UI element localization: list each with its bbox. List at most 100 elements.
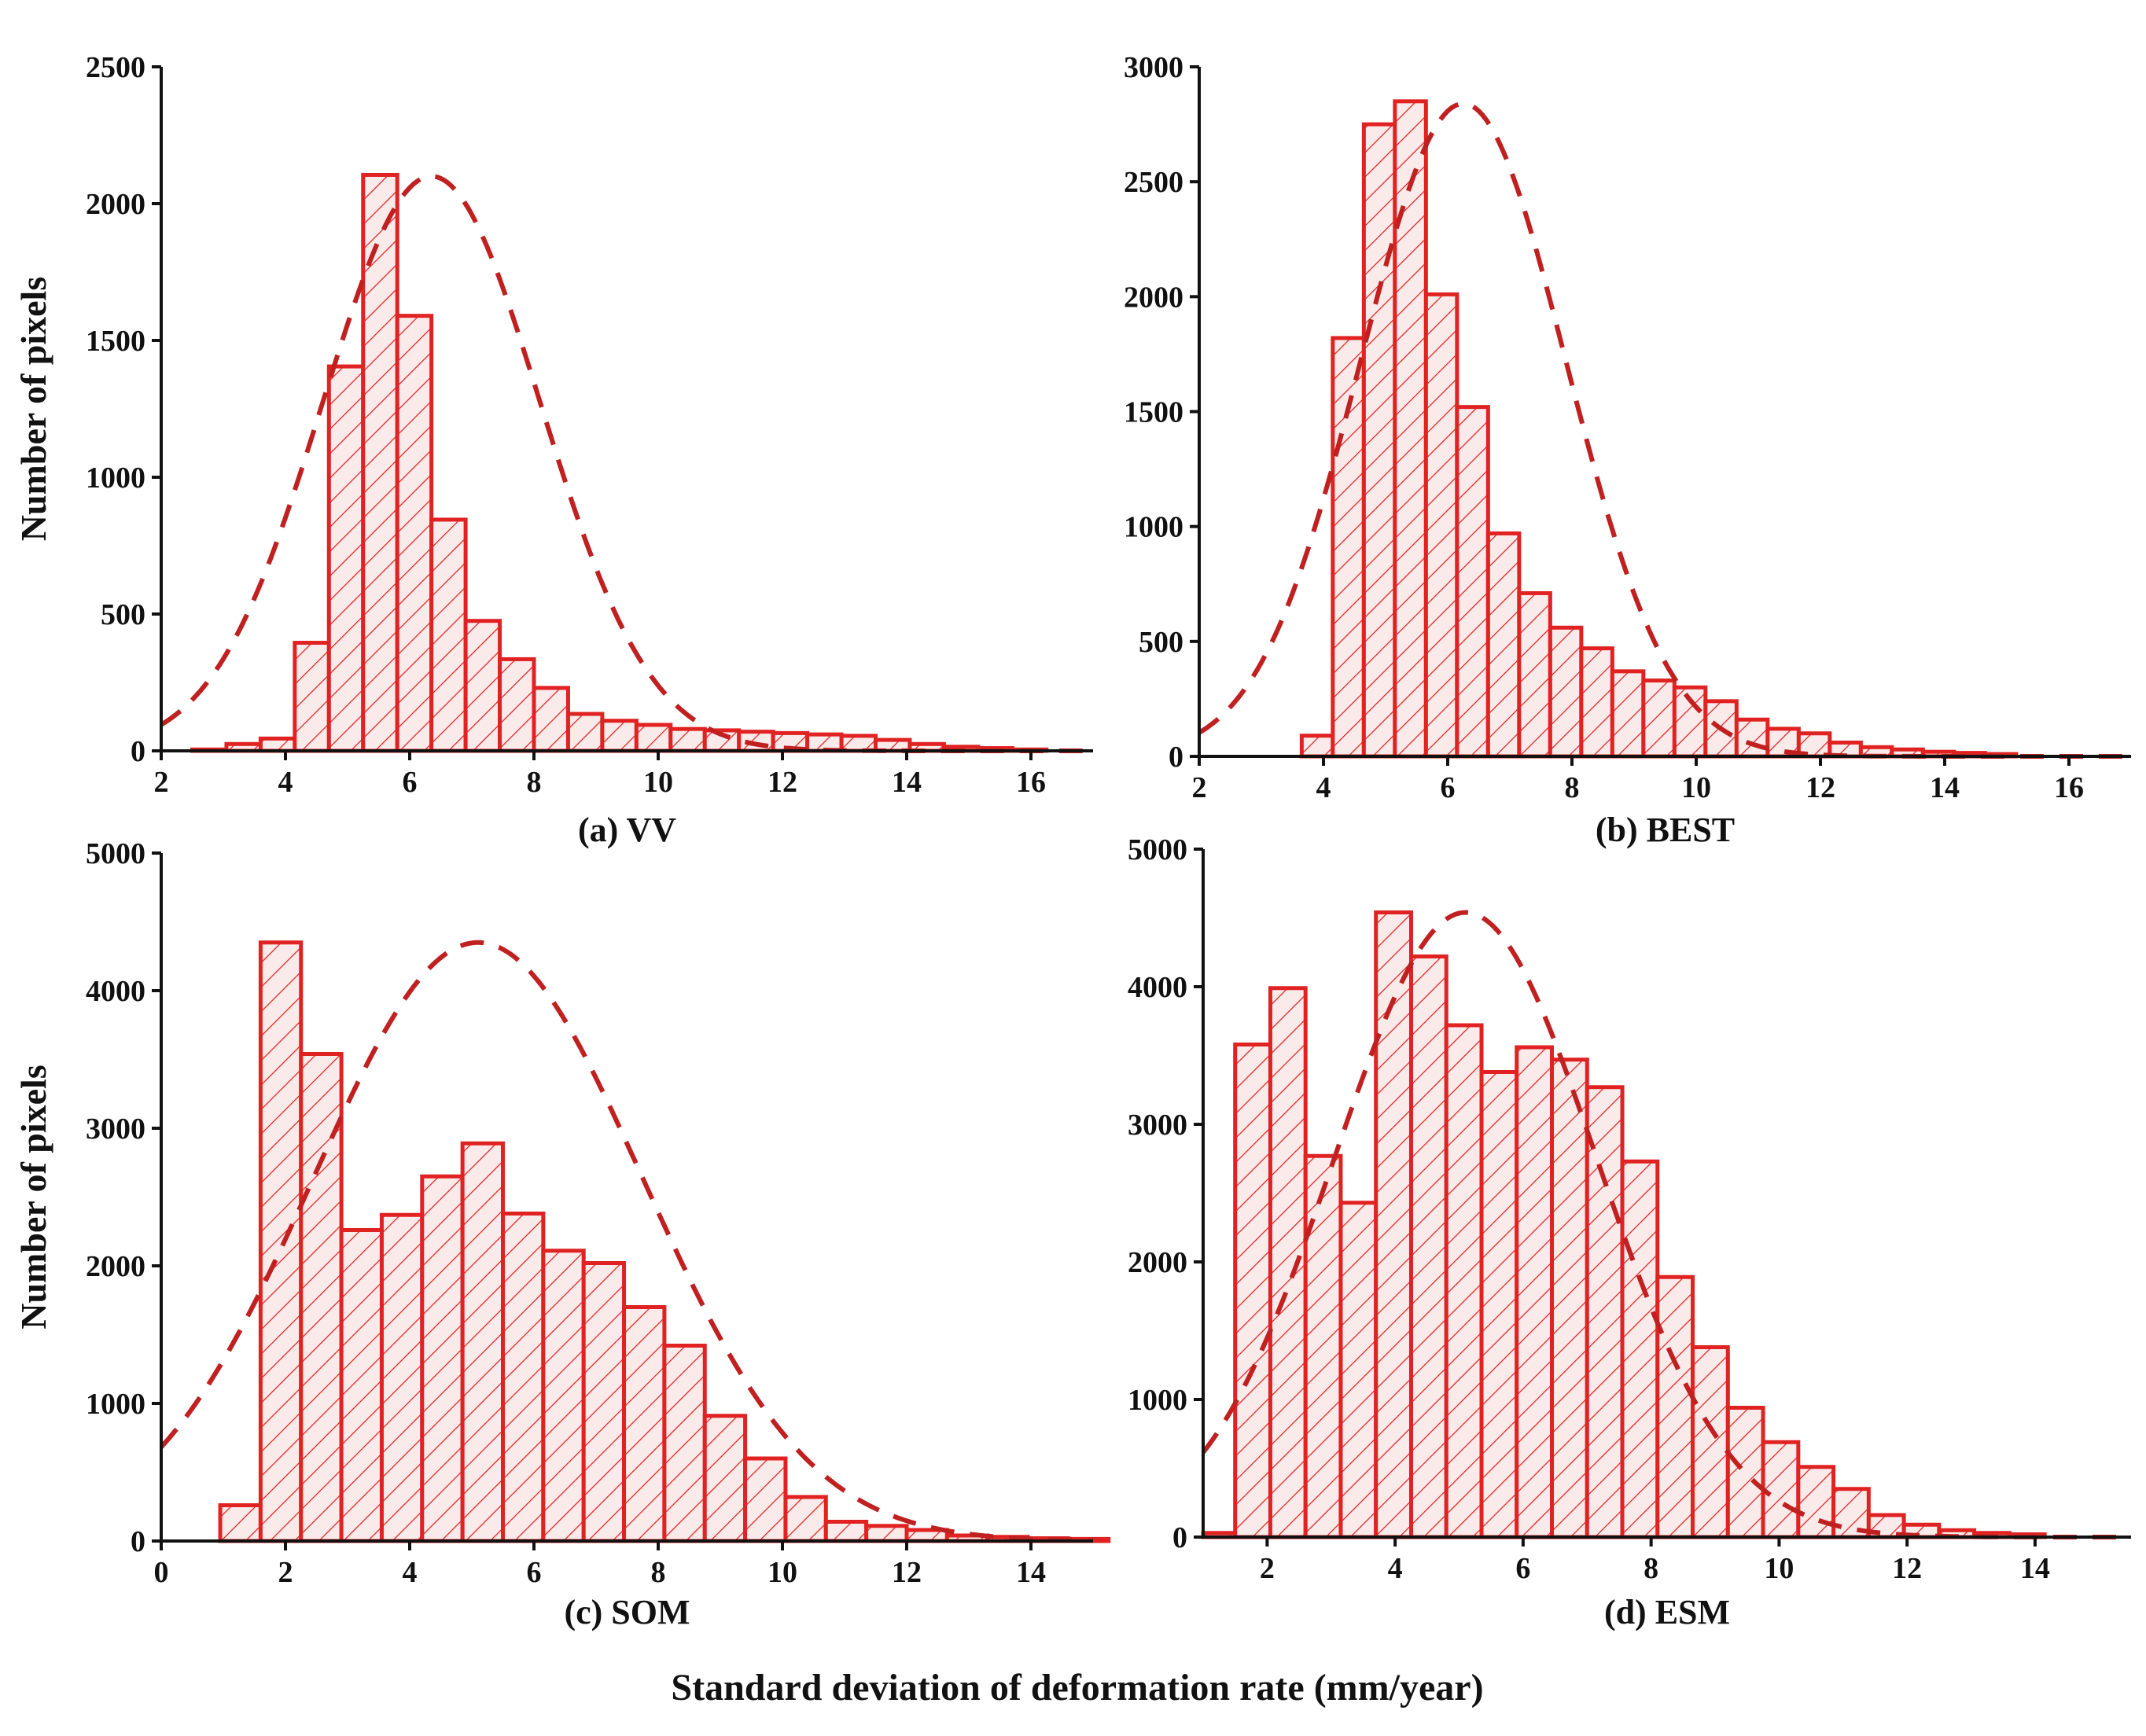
panel-caption: (d) ESM (1604, 1593, 1730, 1631)
y-tick-label: 500 (1139, 626, 1183, 659)
histogram-bar (1515, 1045, 1555, 1539)
histogram-bar (1455, 405, 1490, 759)
histogram-bar (361, 172, 399, 753)
x-tick-label: 12 (1892, 1552, 1922, 1585)
histogram-bar (1579, 646, 1614, 759)
histogram-bar (1620, 1159, 1660, 1539)
histogram-bar (565, 712, 605, 753)
histogram-bar (1444, 1023, 1484, 1539)
histogram-bar (293, 641, 331, 753)
histogram-bar (600, 719, 639, 753)
y-tick-label: 1000 (1128, 1384, 1187, 1417)
x-tick-label: 6 (1441, 771, 1456, 804)
x-tick-label: 16 (2054, 771, 2084, 804)
histogram-bar (1393, 99, 1428, 759)
histogram-bar (1691, 1345, 1730, 1539)
histogram-bar (1479, 1070, 1519, 1539)
panel-caption: (b) BEST (1596, 811, 1735, 849)
y-tick-label: 2000 (1128, 1246, 1187, 1279)
histogram-bar (702, 1414, 748, 1543)
histogram-bar (1655, 1274, 1695, 1539)
histogram-bar (1761, 1440, 1801, 1539)
histogram-bar (668, 726, 707, 753)
panel-b-best: 0 500 1000 1500 2000 2500 3000 2 4 6 8 10 12 14 16 (b) … (1124, 51, 2131, 849)
x-tick-label: 10 (1764, 1552, 1794, 1585)
histogram-bar (1548, 625, 1584, 759)
histogram-bar (541, 1249, 586, 1543)
x-tick-label: 14 (1930, 771, 1960, 804)
y-tick-label: 0 (1172, 1521, 1187, 1554)
y-tick-label: 2000 (86, 1250, 145, 1283)
histogram-bar (463, 619, 502, 753)
histogram-bar (1361, 122, 1397, 759)
histogram-bar (1550, 1057, 1589, 1539)
y-tick-label: 2500 (86, 51, 145, 84)
histogram-bar (258, 940, 304, 1543)
histogram-bar (420, 1174, 465, 1543)
histogram-bar (581, 1261, 627, 1543)
y-tick-label: 0 (131, 735, 145, 768)
histogram-bar (1338, 1201, 1379, 1539)
histogram-bar (1233, 1043, 1272, 1539)
y-axis-label: Number of pixels (13, 277, 53, 542)
histogram-bar (622, 1305, 667, 1543)
histogram-bar (395, 314, 434, 753)
y-tick-label: 3000 (86, 1113, 145, 1146)
x-tick-label: 4 (403, 1556, 418, 1589)
y-tick-label: 5000 (1128, 833, 1187, 866)
histogram-bar (1796, 1465, 1836, 1539)
histogram-bar (1408, 954, 1448, 1539)
histogram-bar (1303, 1153, 1343, 1539)
x-tick-label: 6 (403, 766, 418, 799)
y-tick-label: 2000 (86, 188, 145, 221)
histogram-bars (1201, 910, 2047, 1539)
histogram-bar (1485, 531, 1522, 759)
x-tick-label: 6 (1515, 1552, 1530, 1585)
x-tick-label: 2 (1260, 1552, 1275, 1585)
histogram-bar (737, 730, 775, 753)
x-tick-label: 8 (527, 766, 542, 799)
panel-caption: (c) SOM (564, 1593, 690, 1631)
x-tick-label: 8 (1565, 771, 1580, 804)
x-tick-label: 12 (1806, 771, 1835, 804)
y-tick-label: 1500 (1124, 396, 1183, 429)
normal-fit-curve (1198, 101, 2131, 759)
histogram-bar (662, 1344, 707, 1543)
x-tick-label: 14 (892, 766, 922, 799)
x-tick-label: 10 (767, 1556, 797, 1589)
histogram-bar (1268, 986, 1308, 1539)
x-tick-label: 14 (1016, 1556, 1046, 1589)
panel-a-vv: 0 500 1000 1500 2000 2500 2 4 6 8 10 12 14 16 (a) VV Nu… (13, 51, 1093, 849)
x-tick-label: 10 (1681, 771, 1711, 804)
y-tick-label: 1000 (86, 1388, 145, 1421)
x-tick-label: 4 (1388, 1552, 1403, 1585)
y-tick-label: 2000 (1124, 281, 1183, 314)
histogram-bar (1641, 679, 1677, 759)
histogram-bar (1299, 734, 1335, 759)
y-tick-label: 1000 (86, 462, 145, 495)
y-tick-label: 3000 (1128, 1109, 1187, 1142)
figure-xlabel: Standard deviation of deformation rate (… (671, 1667, 1483, 1708)
panel-caption: (a) VV (578, 811, 676, 849)
x-tick-label: 2 (154, 766, 169, 799)
y-axis-label: Number of pixels (13, 1065, 53, 1330)
x-tick-label: 2 (1192, 771, 1207, 804)
histogram-bar (1517, 590, 1552, 759)
y-tick-label: 500 (101, 598, 145, 631)
histogram-bar (326, 364, 366, 753)
histogram-bar (634, 723, 673, 753)
x-tick-label: 0 (154, 1556, 169, 1589)
histogram-bar (460, 1141, 506, 1543)
histogram-bars (190, 172, 1049, 753)
x-tick-label: 6 (527, 1556, 542, 1589)
histogram-bar (823, 1520, 869, 1543)
y-tick-label: 4000 (86, 975, 145, 1008)
x-tick-label: 12 (892, 1556, 922, 1589)
y-tick-label: 0 (1169, 741, 1183, 774)
histogram-bar (498, 657, 536, 753)
x-tick-label: 16 (1016, 766, 1046, 799)
histogram-bar (1725, 1406, 1765, 1539)
histogram-bar (1374, 910, 1413, 1539)
histogram-bar (1423, 292, 1460, 759)
